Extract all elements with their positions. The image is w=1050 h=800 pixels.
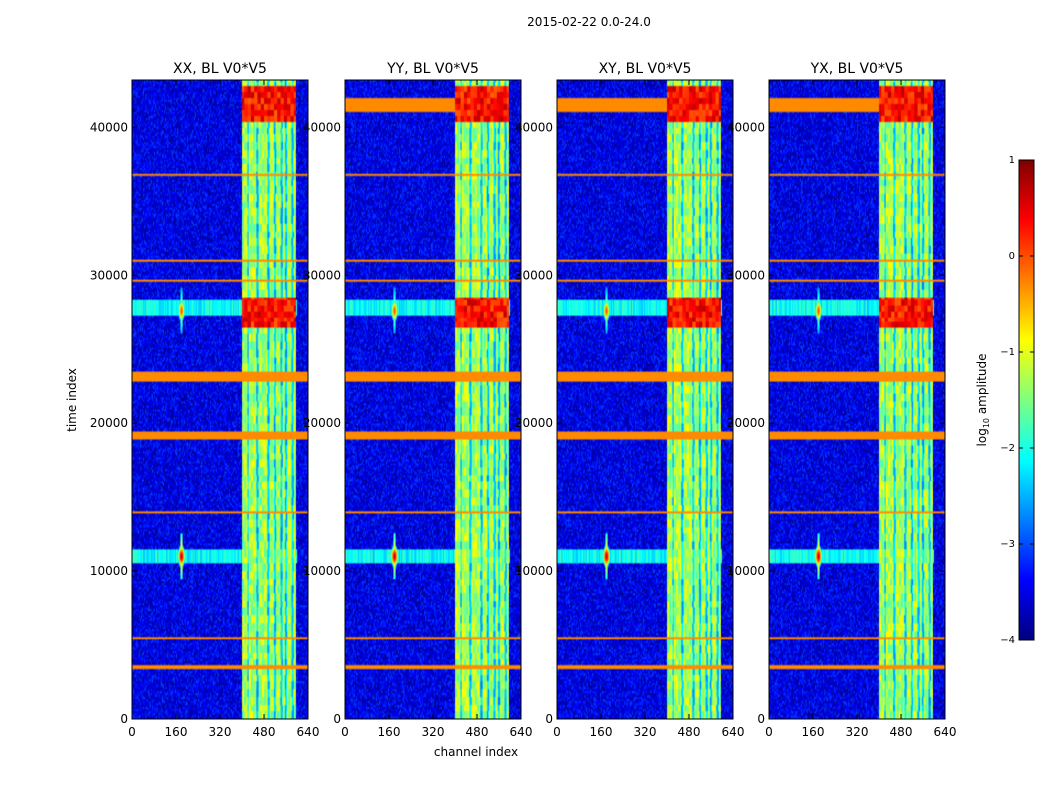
panel-4: YX, BL V0*V5 0 160 320 480 640 0 10000 20000 3000… bbox=[727, 61, 957, 739]
x-tick-label: 480 bbox=[890, 725, 913, 739]
colorbar-label-log: log bbox=[975, 428, 989, 446]
x-axis-label: channel index bbox=[434, 745, 518, 759]
y-tick-label: 0 bbox=[120, 712, 128, 726]
colorbar: −4 −3 −2 −1 0 1 log10 amplitude bbox=[975, 155, 1035, 646]
y-tick-label: 0 bbox=[545, 712, 553, 726]
y-tick-label: 10000 bbox=[303, 564, 341, 578]
panel-title: YY, BL V0*V5 bbox=[386, 61, 479, 77]
colorbar-tick-label: −3 bbox=[1000, 539, 1015, 550]
heatmap-image bbox=[557, 80, 733, 719]
x-tick-label: 640 bbox=[510, 725, 533, 739]
colorbar-label-sub: 10 bbox=[982, 418, 991, 428]
panel-title: YX, BL V0*V5 bbox=[810, 61, 904, 77]
y-tick-label: 10000 bbox=[90, 564, 128, 578]
colorbar-tick-label: −4 bbox=[1000, 635, 1015, 646]
y-tick-label: 30000 bbox=[727, 268, 765, 282]
x-tick-label: 0 bbox=[553, 725, 561, 739]
x-tick-label: 480 bbox=[466, 725, 489, 739]
panel-1: XX, BL V0*V5 0 160 320 480 640 0 10000 20000 3000… bbox=[90, 61, 320, 739]
x-tick-label: 320 bbox=[422, 725, 445, 739]
x-tick-label: 320 bbox=[209, 725, 232, 739]
heatmap-image bbox=[769, 80, 945, 719]
y-tick-label: 20000 bbox=[303, 416, 341, 430]
x-tick-label: 160 bbox=[802, 725, 825, 739]
y-tick-label: 0 bbox=[333, 712, 341, 726]
panel-3: XY, BL V0*V5 0 160 320 480 640 0 10000 20000 3000… bbox=[515, 61, 745, 739]
panel-title: XY, BL V0*V5 bbox=[599, 61, 692, 77]
heatmap-image bbox=[345, 80, 521, 719]
colorbar-label-text: amplitude bbox=[975, 354, 989, 418]
x-tick-label: 480 bbox=[253, 725, 276, 739]
colorbar-tick-label: −1 bbox=[1000, 347, 1015, 358]
x-tick-label: 0 bbox=[128, 725, 136, 739]
y-tick-label: 30000 bbox=[90, 268, 128, 282]
y-tick-label: 10000 bbox=[727, 564, 765, 578]
y-axis-label: time index bbox=[65, 368, 79, 432]
x-tick-label: 160 bbox=[165, 725, 188, 739]
heatmap-image bbox=[132, 80, 308, 719]
y-tick-label: 40000 bbox=[727, 120, 765, 134]
y-tick-label: 20000 bbox=[90, 416, 128, 430]
x-tick-label: 160 bbox=[590, 725, 613, 739]
figure-suptitle: 2015-02-22 0.0-24.0 bbox=[527, 15, 651, 29]
colorbar-tick-label: 0 bbox=[1009, 251, 1015, 262]
panels: XX, BL V0*V5 0 160 320 480 640 0 10000 20000 3000… bbox=[90, 61, 957, 739]
x-tick-label: 320 bbox=[846, 725, 869, 739]
x-tick-label: 160 bbox=[378, 725, 401, 739]
x-tick-label: 0 bbox=[341, 725, 349, 739]
y-tick-label: 30000 bbox=[303, 268, 341, 282]
x-tick-label: 640 bbox=[934, 725, 957, 739]
panel-title: XX, BL V0*V5 bbox=[173, 61, 267, 77]
colorbar-tick-label: −2 bbox=[1000, 443, 1015, 454]
x-tick-label: 320 bbox=[634, 725, 657, 739]
y-tick-label: 20000 bbox=[727, 416, 765, 430]
y-tick-label: 40000 bbox=[515, 120, 553, 134]
y-tick-label: 10000 bbox=[515, 564, 553, 578]
colorbar-bar bbox=[1018, 159, 1035, 641]
colorbar-tick-label: 1 bbox=[1009, 155, 1015, 166]
y-tick-label: 0 bbox=[757, 712, 765, 726]
y-tick-label: 40000 bbox=[90, 120, 128, 134]
x-tick-label: 640 bbox=[722, 725, 745, 739]
panel-2: YY, BL V0*V5 0 160 320 480 640 0 10000 20000 3000… bbox=[303, 61, 533, 739]
y-tick-label: 40000 bbox=[303, 120, 341, 134]
y-tick-label: 20000 bbox=[515, 416, 553, 430]
x-tick-label: 0 bbox=[765, 725, 773, 739]
y-tick-label: 30000 bbox=[515, 268, 553, 282]
colorbar-label: log10 amplitude bbox=[975, 354, 991, 447]
x-tick-label: 640 bbox=[297, 725, 320, 739]
x-tick-label: 480 bbox=[678, 725, 701, 739]
